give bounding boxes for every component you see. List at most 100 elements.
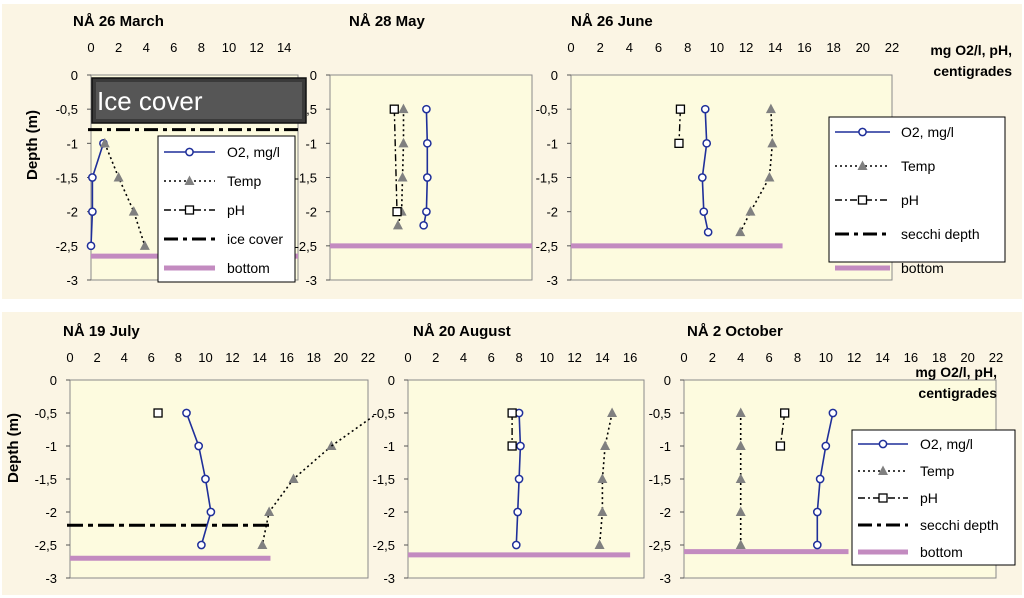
chart-6-legend: O2, mg/l Temp pH secchi depth bottom [851, 429, 1016, 566]
chart-5-x-tick-label: 12 [567, 350, 581, 365]
chart-5-o2-point [513, 507, 523, 517]
chart-3-y-tick-label: -1,5 [536, 171, 558, 186]
chart-6-ph-line [779, 412, 786, 447]
legend-label: O2, mg/l [901, 124, 954, 140]
legends: O2, mg/l Temp pH ice cover bottom O2, mg/l Tem… [157, 116, 1016, 566]
chart-3-temp-point [765, 103, 776, 114]
legend-label: O2, mg/l [920, 436, 973, 452]
chart-1-x-tick-label: 6 [170, 40, 177, 55]
chart-6-temp-point [735, 440, 746, 450]
chart-4-y-tick-label: -2,5 [35, 538, 57, 553]
chart-3-x-tick-label: 2 [597, 40, 604, 55]
chart-6-x-tick-label: 2 [709, 350, 716, 365]
chart-6-o2-point [815, 474, 825, 484]
chart-2-y-tick-label: -1,5 [295, 171, 317, 186]
chart-4-title: NÅ 19 July [63, 323, 140, 340]
chart-4-y-tick-label: -1 [45, 439, 57, 454]
chart-5-x-tick-label: 8 [515, 350, 522, 365]
chart-4-plot-area [69, 379, 369, 579]
chart-1-temp-line [104, 143, 146, 247]
chart-3-x-tick-label: 4 [626, 40, 633, 55]
y-axis-label-top: Depth (m) [24, 110, 41, 180]
chart-6-x-tick-label: 10 [819, 350, 833, 365]
legend-ph-marker [857, 195, 868, 205]
chart-1-temp-point [113, 172, 124, 182]
legend-o2-marker [878, 439, 888, 449]
chart-6-o2-point [828, 408, 838, 418]
legend-label: pH [920, 490, 938, 506]
chart-3-x-tick-label: 22 [885, 40, 899, 55]
chart-1-o2-point [86, 241, 96, 251]
legend-label: bottom [920, 544, 963, 560]
chart-5-y-tick-label: -1 [383, 439, 395, 454]
chart-3-x-tick-label: 14 [768, 40, 782, 55]
chart-6-temp-point [735, 407, 746, 417]
chart-5-o2-point [516, 441, 525, 451]
chart-6-legend-box [851, 429, 1016, 566]
chart-6-x-tick-label: 6 [765, 350, 772, 365]
chart-4-temp-point [257, 539, 268, 549]
chart-2-y-tick-label: -2,5 [295, 239, 317, 254]
chart-5-y-tick-label: -3 [383, 571, 395, 586]
chart-4-x-tick-label: 10 [198, 350, 212, 365]
chart-4-o2-point [197, 540, 206, 550]
chart-1-x-tick-label: 2 [115, 40, 122, 55]
chart-3-x-tick-label: 16 [797, 40, 811, 55]
chart-5-x-tick-label: 10 [540, 350, 554, 365]
unit-note-bottom-line2: centigrades [918, 385, 997, 401]
chart-2-temp-point [398, 103, 409, 114]
chart-6-o2-point [821, 441, 831, 451]
chart-5-temp-point [597, 506, 608, 516]
chart-1-x-tick-label: 10 [222, 40, 236, 55]
chart-1-y-tick-label: -3 [66, 273, 78, 288]
legend-temp-marker [878, 465, 888, 475]
legend-label: bottom [227, 260, 270, 276]
chart-2-o2-point [422, 173, 432, 182]
chart-1-x-tick-label: 4 [143, 40, 150, 55]
chart-4-x-tick-label: 22 [361, 350, 375, 365]
chart-5-temp-point [594, 539, 605, 549]
chart-5-y-tick-label: -2 [383, 505, 395, 520]
data-series: Ice cover [67, 77, 849, 561]
chart-3-legend: O2, mg/l Temp pH secchi depth bottom [828, 116, 1006, 276]
legend-o2-marker [185, 147, 194, 157]
chart-6-x-tick-label: 12 [847, 350, 861, 365]
chart-5-y-tick-label: 0 [388, 373, 395, 388]
chart-2-ph-point [389, 104, 399, 114]
legend-label: secchi depth [920, 517, 999, 533]
legend-label: secchi depth [901, 226, 980, 242]
chart-2-ph-line [393, 109, 398, 212]
chart-4-series [67, 408, 376, 561]
chart-5-temp-point [597, 473, 608, 483]
ice-cover-text: Ice cover [97, 86, 203, 116]
chart-6-o2-point [812, 507, 822, 517]
chart-3-x-tick-label: 6 [655, 40, 662, 55]
chart-2-y-tick-label: -1 [305, 136, 317, 151]
chart-6-y-tick-label: -0,5 [649, 406, 671, 421]
chart-3-o2-point [699, 207, 709, 217]
chart-5-y-tick-label: -1,5 [373, 472, 395, 487]
chart-6-y-tick-label: 0 [664, 373, 671, 388]
legend-label: Temp [920, 463, 954, 479]
chart-4-x-tick-label: 16 [279, 350, 293, 365]
ice-cover-box-shade [96, 82, 302, 119]
chart-4-x-tick-label: 20 [334, 350, 348, 365]
chart-4-x-tick-label: 0 [66, 350, 73, 365]
chart-6-x-tick-label: 18 [932, 350, 946, 365]
chart-6-x-tick-label: 14 [875, 350, 889, 365]
chart-5-x-tick-label: 16 [623, 350, 637, 365]
chart-6-ph-point [775, 441, 786, 451]
legend-ph-marker [878, 493, 888, 503]
chart-3-temp-point [735, 226, 746, 237]
chart-3-temp-line [739, 109, 774, 233]
chart-1-x-tick-label: 0 [87, 40, 94, 55]
chart-3-temp-point [767, 137, 778, 148]
chart-6-series [684, 407, 849, 555]
chart-4-temp-line [261, 445, 332, 546]
chart-1-legend: O2, mg/l Temp pH ice cover bottom [157, 135, 296, 283]
legend-label: Temp [227, 173, 261, 189]
chart-3-temp-point [764, 172, 775, 182]
chart-6-x-tick-label: 0 [680, 350, 687, 365]
unit-note-top-line2: centigrades [933, 63, 1012, 79]
chart-4-y-tick-label: 0 [50, 373, 57, 388]
